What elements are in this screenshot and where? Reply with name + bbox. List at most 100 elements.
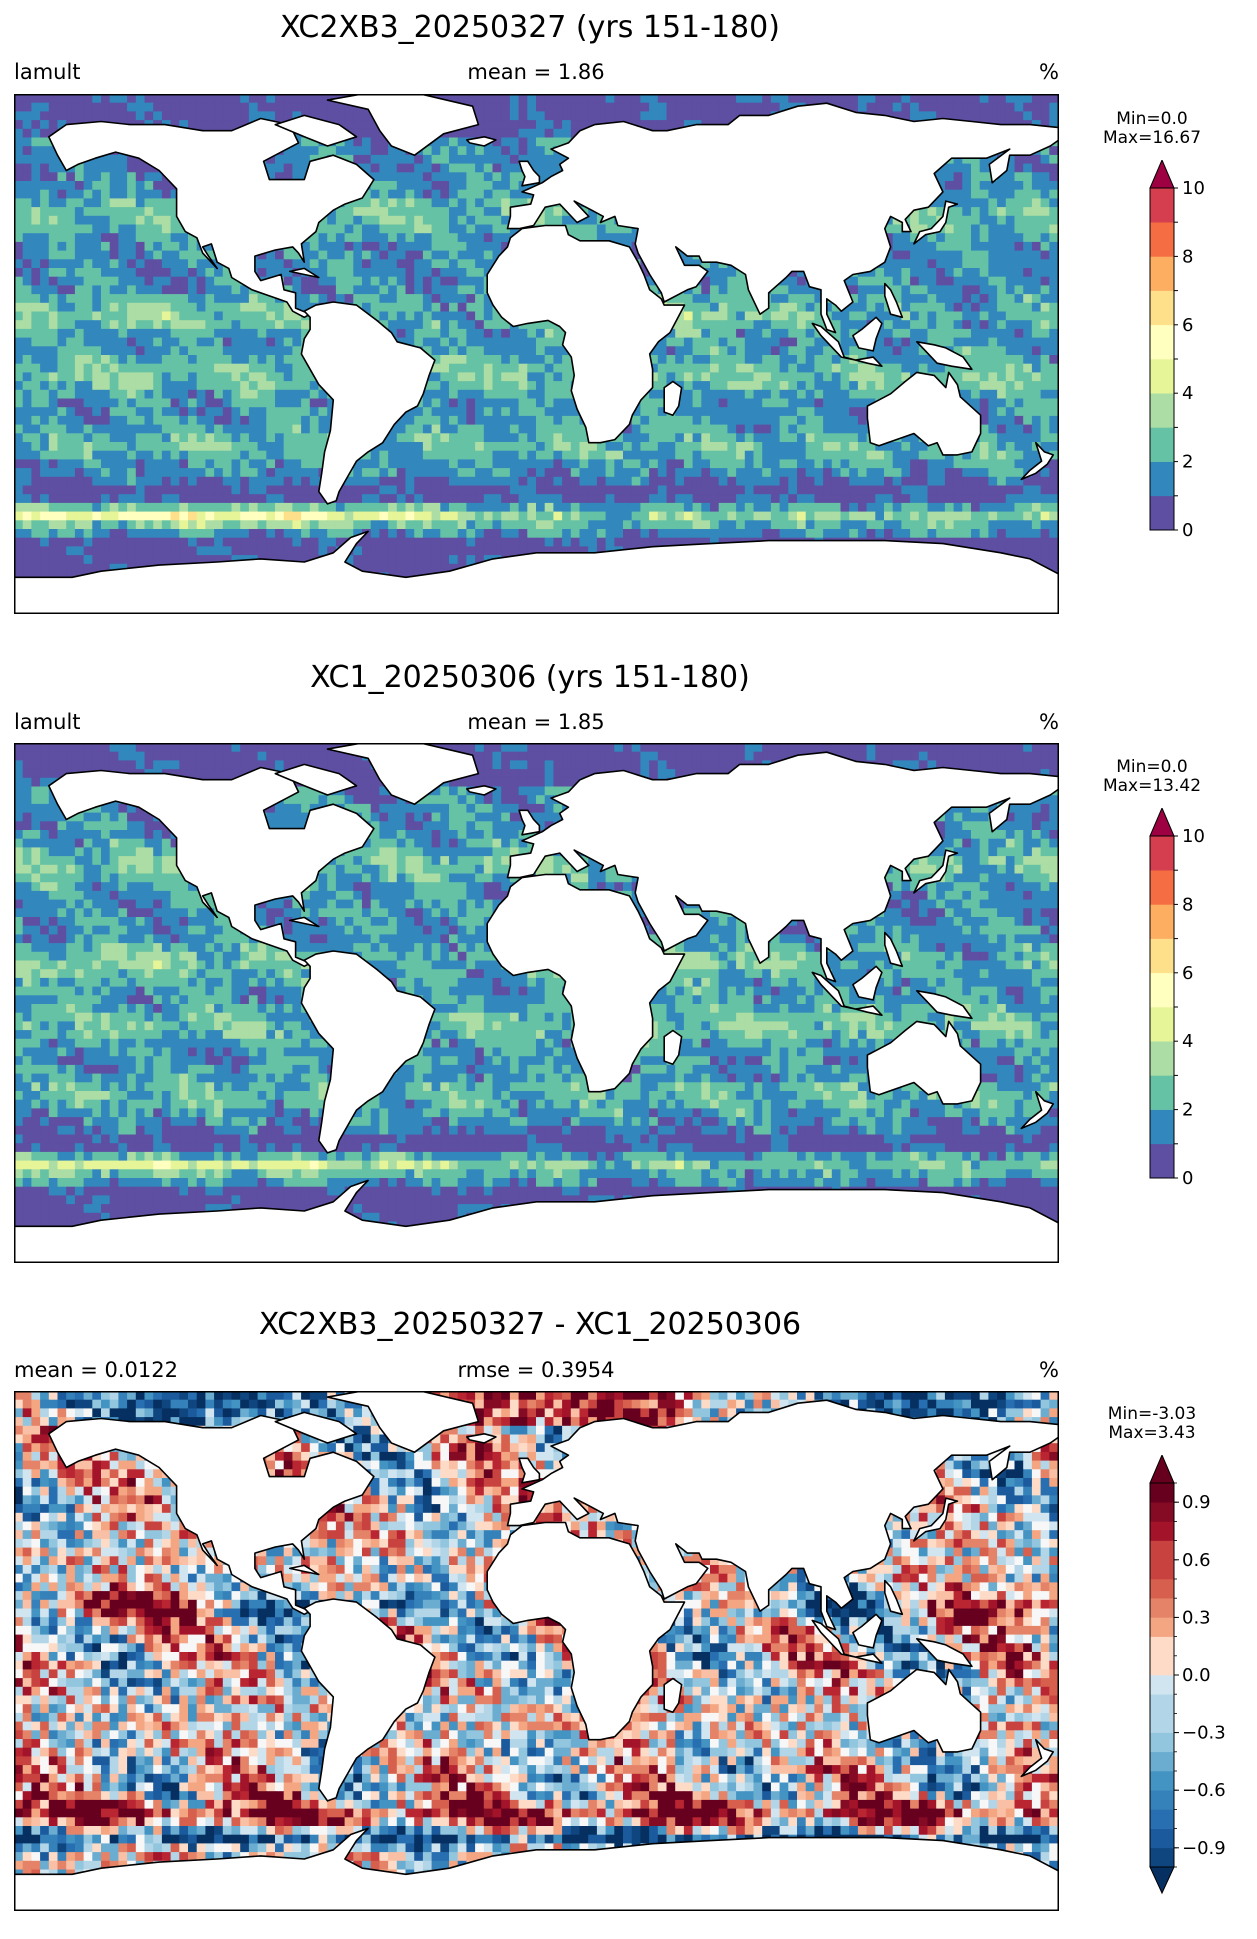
colorbar-tick-label: 0.0 [1182, 1665, 1211, 1686]
panel3-min-label: Min=-3.03 [1082, 1405, 1222, 1424]
continents [14, 1391, 1059, 1911]
colorbar-segment [1150, 1732, 1174, 1753]
land-southamerica [300, 1598, 436, 1802]
panel1-min-label: Min=0.0 [1082, 110, 1222, 129]
colorbar-segment [1150, 495, 1174, 531]
land-japan [913, 1497, 959, 1542]
land-africa [486, 873, 686, 1093]
land-newguinea [915, 1638, 973, 1668]
panel3-right-label: % [1039, 1358, 1059, 1382]
panel3-colorbar: −0.9 −0.6 −0.3 0.0 0.3 0.6 0.9 [1149, 1455, 1226, 1895]
land-cuba [288, 1564, 320, 1576]
colorbar-segment [1150, 1109, 1174, 1145]
colorbar-extend-max [1149, 808, 1175, 837]
land-newguinea [915, 990, 973, 1020]
land-uk [518, 809, 541, 836]
land-eurasia [506, 102, 1059, 334]
colorbar-segment [1150, 1828, 1174, 1849]
panel2-max-label: Max=13.42 [1082, 777, 1222, 796]
panel3-max-label: Max=3.43 [1082, 1424, 1222, 1443]
colorbar-tick-label: 0 [1182, 1168, 1193, 1189]
land-japan [913, 200, 959, 245]
colorbar-tick-label: −0.6 [1182, 1780, 1226, 1801]
land-uk [518, 160, 541, 187]
colorbar-segment [1150, 836, 1174, 871]
colorbar-segment [1150, 972, 1174, 1008]
colorbar-tick-label: 4 [1182, 383, 1193, 404]
land-nz [1020, 1090, 1054, 1130]
colorbar-tick-label: 0 [1182, 520, 1193, 541]
colorbar-tick-label: 0.6 [1182, 1550, 1211, 1571]
land-australia [866, 1668, 982, 1753]
colorbar-tick-label: 8 [1182, 246, 1193, 267]
land-uk [518, 1457, 541, 1484]
colorbar-tick-label: −0.9 [1182, 1838, 1226, 1859]
land-newguinea [915, 341, 973, 371]
colorbar-extend-max [1149, 160, 1175, 189]
panel2-colorbar: 0 2 4 6 8 10 [1149, 808, 1205, 1189]
colorbar-segment [1150, 870, 1174, 905]
colorbar-segment [1150, 1579, 1174, 1599]
panel2-center-label: mean = 1.85 [467, 710, 604, 734]
land-africa [486, 1521, 686, 1741]
panel1-map [14, 94, 1059, 614]
colorbar-segment [1150, 188, 1174, 223]
land-nz [1020, 441, 1054, 481]
land-antarctica [14, 530, 1059, 614]
land-antarctica [14, 1179, 1059, 1263]
land-baffin [274, 763, 358, 796]
colorbar-tick-label: 2 [1182, 1100, 1193, 1121]
colorbar-tick-label: 0.9 [1182, 1492, 1211, 1513]
land-borneo [852, 965, 883, 1001]
land-greenland [326, 743, 480, 806]
land-cuba [288, 267, 320, 279]
land-japan [913, 849, 959, 894]
colorbar-tick-label: 6 [1182, 963, 1193, 984]
land-madagascar [663, 380, 683, 417]
panel1-title: XC2XB3_20250327 (yrs 151-180) [0, 10, 1060, 45]
colorbar-segment [1150, 938, 1174, 974]
colorbar-tick-label: 2 [1182, 452, 1193, 473]
land-madagascar [663, 1677, 683, 1714]
colorbar-segment [1150, 1655, 1174, 1676]
colorbar-segment [1150, 1636, 1174, 1657]
land-australia [866, 1020, 982, 1105]
colorbar-tick-label: 4 [1182, 1031, 1193, 1052]
colorbar-segment [1150, 1559, 1174, 1580]
colorbar-tick-label: 0.3 [1182, 1607, 1211, 1628]
land-northamerica [47, 766, 375, 968]
colorbar-segment [1150, 1041, 1174, 1076]
colorbar-tick-label: 10 [1182, 826, 1205, 847]
panel3-left-label: mean = 0.0122 [14, 1358, 178, 1382]
panel3-title: XC2XB3_20250327 - XC1_20250306 [0, 1307, 1060, 1342]
land-eurasia [506, 1399, 1059, 1631]
land-northamerica [47, 1414, 375, 1616]
colorbar-segment [1150, 1751, 1174, 1772]
land-iceland [465, 784, 497, 796]
colorbar-segment [1150, 1771, 1174, 1791]
panel2-right-label: % [1039, 710, 1059, 734]
colorbar-extend-min [1149, 1866, 1175, 1895]
colorbar-segment [1150, 1809, 1174, 1829]
panel1-max-label: Max=16.67 [1082, 129, 1222, 148]
colorbar-segment [1150, 1694, 1174, 1714]
panel1-right-label: % [1039, 60, 1059, 84]
colorbar-segment [1150, 1713, 1174, 1733]
panel1-center-label: mean = 1.86 [467, 60, 604, 84]
colorbar-segment [1150, 1617, 1174, 1637]
colorbar-segment [1150, 1598, 1174, 1618]
panel1-colorbar-info: Min=0.0 Max=16.67 [1082, 110, 1222, 148]
colorbar-segment [1150, 1143, 1174, 1179]
panel2-min-label: Min=0.0 [1082, 758, 1222, 777]
colorbar-segment [1150, 1847, 1174, 1868]
land-northamerica [47, 117, 375, 319]
land-baffin [274, 114, 358, 147]
panel1-left-label: lamult [14, 60, 81, 84]
panel1-colorbar: 0 2 4 6 8 10 [1149, 160, 1205, 541]
colorbar-tick-label: 8 [1182, 894, 1193, 915]
land-australia [866, 371, 982, 456]
land-africa [486, 224, 686, 444]
land-borneo [852, 1613, 883, 1649]
land-iceland [465, 1432, 497, 1444]
colorbar-segment [1150, 290, 1174, 326]
